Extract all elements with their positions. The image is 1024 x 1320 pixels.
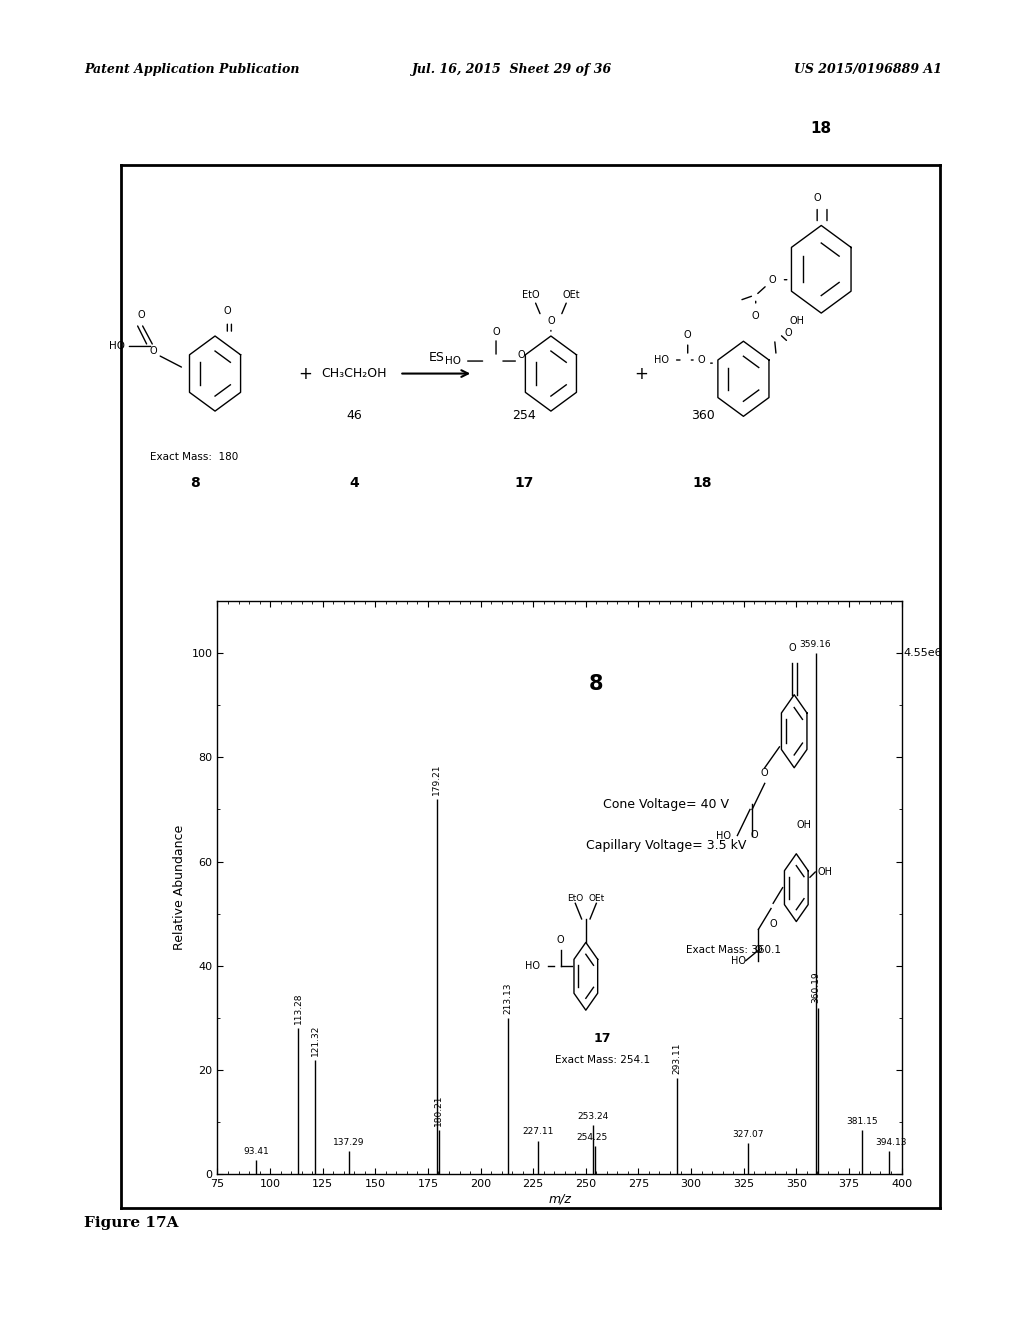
Text: 179.21: 179.21 bbox=[432, 763, 441, 795]
Text: O: O bbox=[697, 355, 705, 366]
Text: O: O bbox=[784, 327, 793, 338]
Text: +: + bbox=[298, 364, 312, 383]
Text: O: O bbox=[493, 327, 500, 337]
Text: 327.07: 327.07 bbox=[732, 1130, 764, 1139]
Text: 254: 254 bbox=[512, 409, 536, 422]
Text: 293.11: 293.11 bbox=[672, 1043, 681, 1073]
Text: 360.19: 360.19 bbox=[811, 972, 820, 1003]
Text: O: O bbox=[751, 830, 758, 841]
Text: 381.15: 381.15 bbox=[846, 1117, 878, 1126]
Text: Exact Mass: 254.1: Exact Mass: 254.1 bbox=[555, 1055, 650, 1065]
Text: 253.24: 253.24 bbox=[577, 1111, 608, 1121]
Text: Exact Mass:  180: Exact Mass: 180 bbox=[151, 451, 239, 462]
Text: 227.11: 227.11 bbox=[522, 1127, 553, 1137]
Text: O: O bbox=[752, 312, 760, 321]
Text: 113.28: 113.28 bbox=[294, 993, 302, 1024]
Text: O: O bbox=[137, 310, 145, 321]
Text: 17: 17 bbox=[594, 1032, 611, 1045]
Text: OH: OH bbox=[817, 867, 833, 876]
Text: HO: HO bbox=[524, 961, 540, 972]
Text: HO: HO bbox=[731, 956, 745, 966]
X-axis label: m/z: m/z bbox=[548, 1192, 571, 1205]
Text: 4.55e6: 4.55e6 bbox=[903, 648, 942, 659]
Text: HO: HO bbox=[654, 355, 669, 366]
Text: HO: HO bbox=[716, 830, 731, 841]
Text: O: O bbox=[547, 317, 555, 326]
Text: O: O bbox=[517, 350, 525, 360]
Text: 137.29: 137.29 bbox=[333, 1138, 365, 1147]
Text: Capillary Voltage= 3.5 kV: Capillary Voltage= 3.5 kV bbox=[586, 840, 746, 853]
Text: 394.13: 394.13 bbox=[876, 1138, 907, 1147]
Text: O: O bbox=[761, 768, 769, 777]
Text: 46: 46 bbox=[346, 409, 362, 422]
Text: 254.25: 254.25 bbox=[575, 1133, 607, 1142]
Text: EtO: EtO bbox=[521, 290, 540, 301]
Text: O: O bbox=[150, 346, 158, 355]
Text: CH₃CH₂OH: CH₃CH₂OH bbox=[322, 367, 387, 380]
Text: O: O bbox=[813, 193, 821, 203]
Y-axis label: Relative Abundance: Relative Abundance bbox=[173, 825, 186, 950]
Text: 359.16: 359.16 bbox=[800, 640, 831, 649]
Text: HO: HO bbox=[109, 342, 125, 351]
Text: 121.32: 121.32 bbox=[310, 1024, 319, 1056]
Text: US 2015/0196889 A1: US 2015/0196889 A1 bbox=[794, 63, 942, 77]
Text: O: O bbox=[788, 643, 796, 653]
Text: 93.41: 93.41 bbox=[244, 1147, 269, 1156]
Text: 18: 18 bbox=[811, 121, 831, 136]
Text: OH: OH bbox=[790, 317, 804, 326]
Text: OH: OH bbox=[797, 820, 811, 830]
Text: 360: 360 bbox=[690, 409, 715, 422]
Text: 4: 4 bbox=[349, 477, 359, 490]
Text: 8: 8 bbox=[589, 675, 603, 694]
Text: O: O bbox=[684, 330, 691, 341]
Text: O: O bbox=[223, 306, 231, 315]
Text: Exact Mass: 360.1: Exact Mass: 360.1 bbox=[686, 945, 780, 956]
Text: 213.13: 213.13 bbox=[504, 982, 513, 1014]
Text: OEt: OEt bbox=[588, 895, 604, 903]
Text: 8: 8 bbox=[189, 477, 200, 490]
Text: +: + bbox=[634, 364, 648, 383]
Text: Figure 17A: Figure 17A bbox=[84, 1216, 178, 1230]
Text: ES: ES bbox=[428, 351, 444, 364]
Text: Patent Application Publication: Patent Application Publication bbox=[84, 63, 299, 77]
Text: O: O bbox=[769, 919, 777, 929]
Text: EtO: EtO bbox=[567, 895, 584, 903]
Text: 17: 17 bbox=[514, 477, 534, 490]
Text: HO: HO bbox=[444, 356, 461, 366]
Text: OEt: OEt bbox=[562, 290, 581, 301]
Text: Jul. 16, 2015  Sheet 29 of 36: Jul. 16, 2015 Sheet 29 of 36 bbox=[412, 63, 612, 77]
Text: O: O bbox=[557, 935, 564, 945]
Text: Cone Voltage= 40 V: Cone Voltage= 40 V bbox=[603, 797, 729, 810]
Text: O: O bbox=[755, 945, 762, 954]
Text: 180.21: 180.21 bbox=[434, 1094, 443, 1126]
Text: 18: 18 bbox=[692, 477, 713, 490]
Text: O: O bbox=[768, 275, 776, 285]
